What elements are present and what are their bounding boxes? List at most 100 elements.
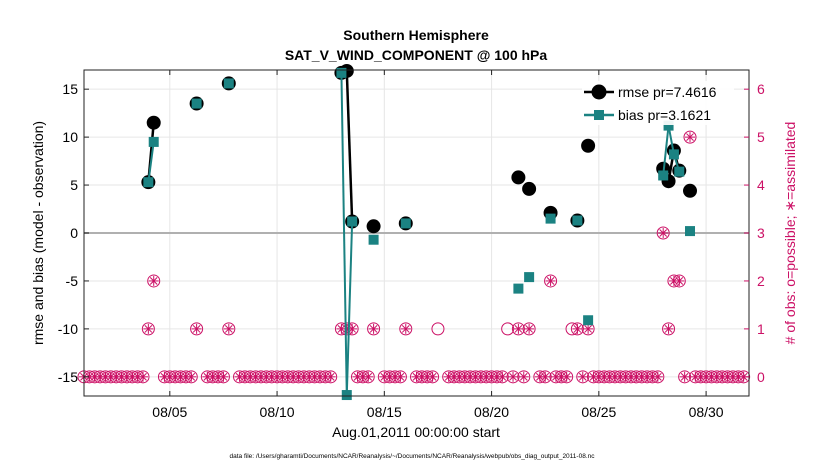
asterisk-stroke <box>525 324 534 333</box>
obs-assimilated-point <box>685 132 696 143</box>
obs-assimilated-point <box>427 371 438 382</box>
obs-assimilated-point <box>400 323 411 334</box>
obs-assimilated-point <box>148 275 159 286</box>
obs-possible-point <box>147 274 161 288</box>
bias-point <box>143 177 154 188</box>
asterisk-stroke <box>653 372 662 381</box>
legend: rmse pr=7.4616 bias pr=3.1621 <box>582 81 734 125</box>
obs-assimilated-point <box>674 275 685 286</box>
bias-point <box>524 272 535 283</box>
asterisk-stroke <box>514 324 523 333</box>
asterisk-stroke <box>659 229 668 237</box>
y-axis-left-label: rmse and bias (model - observation) <box>30 121 46 345</box>
asterisk-stroke <box>541 372 550 381</box>
obs-assimilated-point <box>652 371 663 382</box>
obs-possible-point <box>222 322 236 336</box>
obs-assimilated-point <box>658 228 669 238</box>
obs-assimilated-point <box>368 323 379 334</box>
bias-line-segment <box>662 125 670 176</box>
bias-point <box>368 234 379 245</box>
y-right-tick-label: 2 <box>757 273 765 289</box>
rmse-point <box>511 170 526 185</box>
y-right-tick-label: 1 <box>757 321 765 337</box>
y-right-tick-label: 3 <box>757 225 765 241</box>
bias-point <box>191 98 202 109</box>
asterisk-stroke <box>498 372 507 381</box>
obs-assimilated-point <box>577 371 588 382</box>
obs-possible-point <box>544 274 558 288</box>
legend-bias-marker <box>594 110 604 120</box>
bias-point <box>336 67 347 78</box>
bias-point <box>513 283 524 294</box>
legend-rmse-label: rmse pr=7.4616 <box>618 84 717 100</box>
legend-box <box>582 81 734 125</box>
x-tick-label: 08/10 <box>260 404 295 420</box>
obs-assimilated-point <box>218 371 229 382</box>
obs-assimilated-point <box>137 371 148 382</box>
bias-point <box>674 166 685 177</box>
bias-line-segment <box>147 141 155 183</box>
y-left-tick-label: -15 <box>58 369 78 385</box>
asterisk-stroke <box>219 372 228 381</box>
obs-possible-point <box>367 322 381 336</box>
y-left-tick-label: 15 <box>62 81 78 97</box>
y-axis-right-label: # of obs: o=possible; ∗=assimilated <box>782 122 798 345</box>
asterisk-stroke <box>680 372 689 381</box>
asterisk-stroke <box>546 277 555 285</box>
obs-assimilated-point <box>191 323 202 334</box>
bias-point <box>583 315 594 326</box>
x-tick-label: 08/15 <box>367 404 402 420</box>
y-left-tick-label: 10 <box>62 129 78 145</box>
bias-point <box>685 226 696 237</box>
asterisk-stroke <box>519 372 528 381</box>
asterisk-stroke <box>396 372 405 381</box>
asterisk-stroke <box>664 324 673 333</box>
asterisk-stroke <box>144 324 153 333</box>
y-right-tick-label: 4 <box>757 177 765 193</box>
x-axis-label: Aug.01,2011 00:00:00 start <box>332 424 500 440</box>
obs-assimilated-point <box>497 371 508 382</box>
y-left-tick-label: 0 <box>70 225 78 241</box>
y-left-tick-label: -10 <box>58 321 78 337</box>
obs-possible-point <box>656 226 670 240</box>
chart-subtitle: SAT_V_WIND_COMPONENT @ 100 hPa <box>285 47 548 63</box>
rmse-point <box>581 138 596 153</box>
bias-point <box>572 215 583 226</box>
y-right-tick-label: 6 <box>757 81 765 97</box>
bias-line-segment <box>340 72 348 396</box>
asterisk-stroke <box>369 324 378 333</box>
axis-ticks: 08/05 08/10 08/15 08/20 08/25 08/30 -15 -10 -5 0 5… <box>58 70 765 420</box>
asterisk-stroke <box>509 372 517 381</box>
bias-point <box>658 170 669 181</box>
rmse-point <box>522 181 537 196</box>
obs-assimilated-point <box>561 371 572 382</box>
asterisk-stroke <box>187 372 196 381</box>
asterisk-stroke <box>326 372 335 381</box>
obs-assimilated-point <box>325 371 336 382</box>
asterisk-stroke <box>562 372 571 381</box>
asterisk-stroke <box>139 372 147 381</box>
y-right-tick-label: 5 <box>757 129 765 145</box>
obs-assimilated-point <box>679 371 690 382</box>
chart-title: Southern Hemisphere <box>343 27 489 43</box>
bias-point <box>148 136 159 147</box>
obs-possible-point <box>399 322 413 336</box>
data-file-footnote: data file: /Users/gharamti/Documents/NCA… <box>230 453 596 460</box>
asterisk-stroke <box>675 277 684 285</box>
asterisk-stroke <box>192 324 201 333</box>
obs-possible-point <box>431 322 445 336</box>
x-tick-label: 08/05 <box>152 404 187 420</box>
obs-assimilated-point <box>186 371 197 382</box>
obs-assimilated-point <box>545 275 556 286</box>
legend-bias-label: bias pr=3.1621 <box>618 107 711 123</box>
asterisk-stroke <box>578 372 587 381</box>
obs-assimilated-point <box>223 323 234 334</box>
obs-assimilated-point <box>663 323 674 334</box>
rmse-point <box>683 183 698 198</box>
obs-possible-point <box>141 322 155 336</box>
obs-possible-point <box>190 322 204 336</box>
bias-point <box>400 218 411 229</box>
bias-point <box>668 149 679 160</box>
asterisk-stroke <box>401 324 410 333</box>
